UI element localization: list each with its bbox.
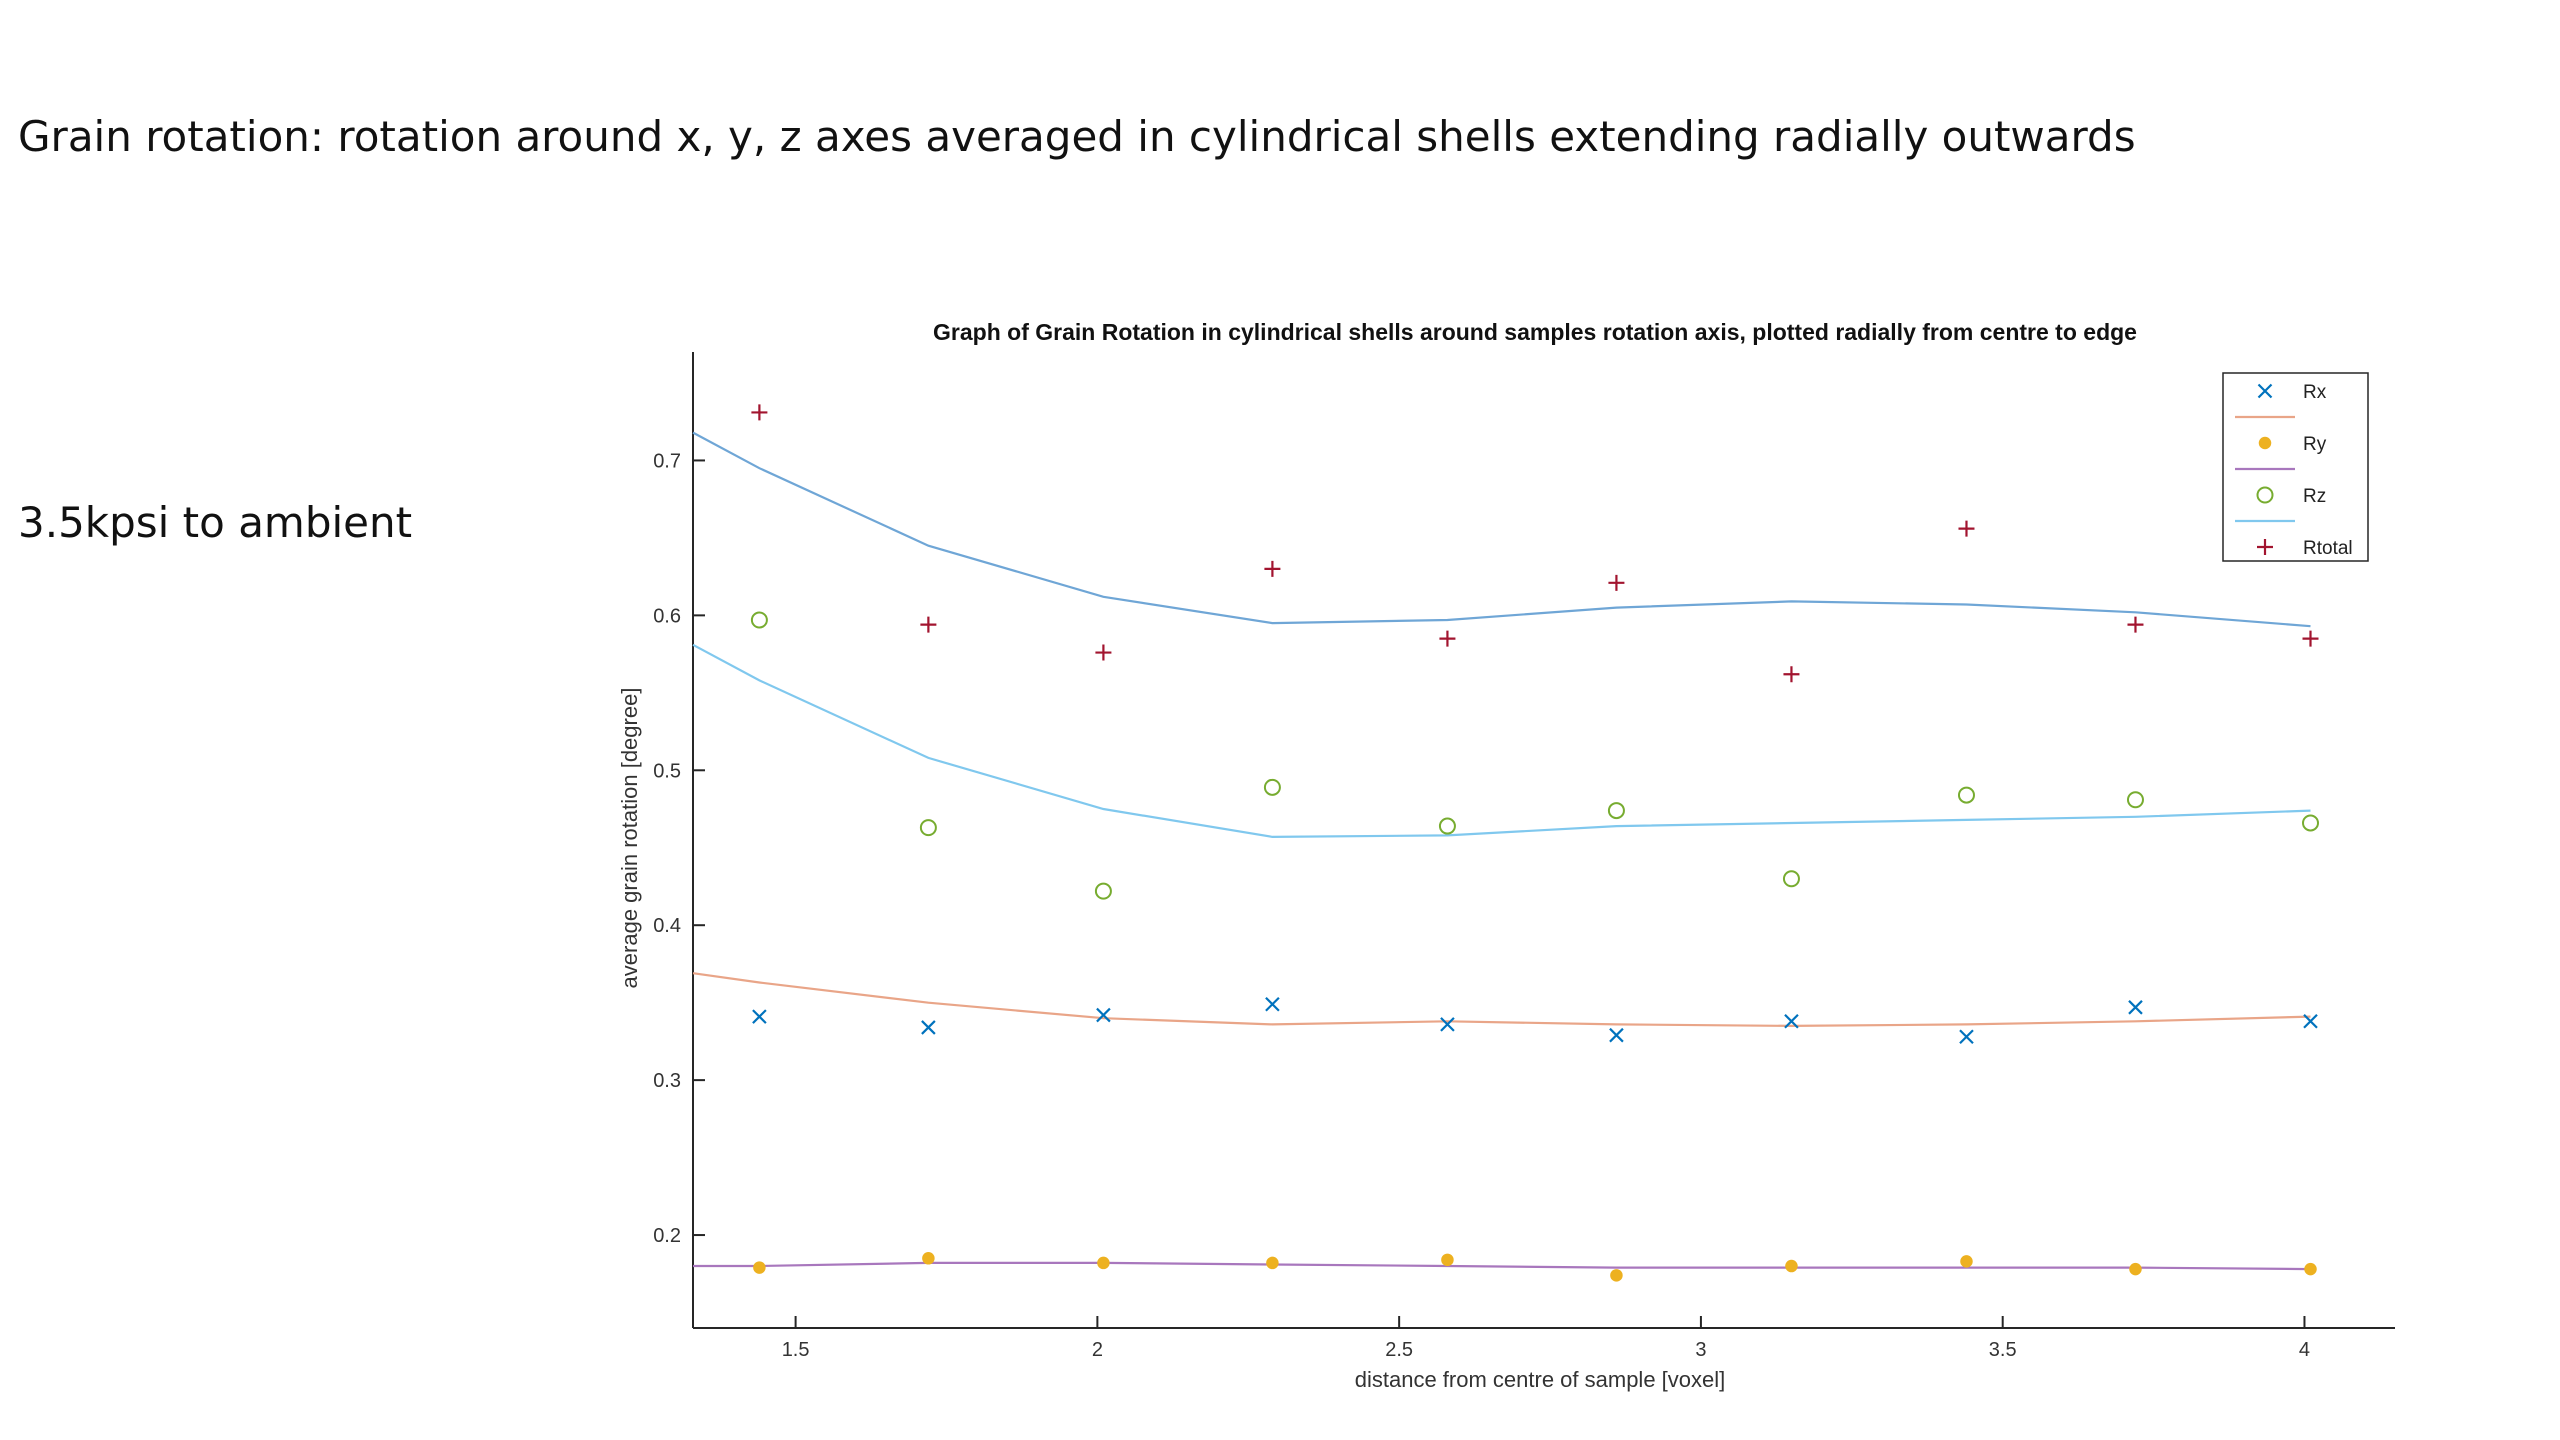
data-point-rz [1438, 817, 1456, 835]
data-point-rx [2303, 1013, 2318, 1029]
data-point-rx [1096, 1007, 1111, 1023]
fit-line-rtotal [692, 431, 2311, 628]
data-point-rz [1957, 786, 1975, 804]
y-tick-label: 0.2 [653, 1225, 681, 1247]
y-tick-label: 0.4 [653, 915, 681, 937]
data-point-rx [1784, 1013, 1799, 1029]
data-point-ry [922, 1252, 935, 1265]
data-point-rz [1094, 882, 1112, 900]
legend-marker-rtotal [2257, 539, 2273, 555]
data-point-ry [753, 1261, 766, 1274]
legend-marker-ry [2258, 436, 2272, 450]
data-point-rx [1265, 996, 1280, 1012]
x-tick-label: 3 [1695, 1339, 1706, 1361]
data-point-rtotal [1095, 644, 1112, 661]
data-point-ry [1441, 1253, 1454, 1267]
legend-marker-rz [2256, 486, 2274, 504]
x-tick-label: 4 [2299, 1339, 2310, 1361]
x-tick-label: 3.5 [1989, 1339, 2017, 1361]
x-tick-label: 2 [1092, 1339, 1103, 1361]
data-point-ry [2129, 1262, 2142, 1276]
chart-title: Graph of Grain Rotation in cylindrical s… [933, 319, 2137, 345]
fit-line-rx [692, 972, 2311, 1028]
y-tick-label: 0.3 [653, 1070, 681, 1092]
slide-title: Grain rotation: rotation around x, y, z … [18, 112, 2136, 161]
data-point-ry [1266, 1256, 1279, 1270]
data-point-rx [921, 1020, 936, 1035]
x-tick-label: 1.5 [782, 1339, 810, 1361]
data-point-rz [919, 819, 937, 837]
data-point-rtotal [1439, 630, 1456, 647]
data-point-rx [1609, 1027, 1624, 1043]
data-point-ry [1097, 1256, 1110, 1270]
legend-label-ry: Ry [2303, 434, 2327, 455]
y-tick-label: 0.6 [653, 605, 681, 627]
data-point-rtotal [920, 616, 937, 633]
fit-line-ry [693, 1261, 2311, 1271]
x-axis-label: distance from centre of sample [voxel] [1355, 1367, 1726, 1392]
data-point-rtotal [1783, 666, 1800, 683]
data-point-ry [2304, 1262, 2317, 1276]
legend-label-rtotal: Rtotal [2303, 538, 2353, 559]
data-point-rx [1959, 1029, 1974, 1045]
data-point-rz [750, 611, 768, 629]
data-point-rz [1263, 778, 1281, 796]
x-tick-label: 2.5 [1385, 1339, 1413, 1361]
slide-subtitle: 3.5kpsi to ambient [18, 498, 413, 547]
legend-marker-rx [2257, 383, 2273, 399]
data-point-rtotal [2127, 616, 2144, 633]
data-point-ry [1610, 1269, 1623, 1282]
data-point-ry [1960, 1255, 1973, 1268]
y-tick-label: 0.5 [653, 760, 681, 782]
legend-label-rx: Rx [2303, 382, 2327, 403]
data-point-rtotal [751, 404, 768, 421]
data-point-ry [1785, 1259, 1798, 1273]
data-point-rx [1440, 1017, 1455, 1032]
y-tick-label: 0.7 [653, 450, 681, 472]
y-axis-label: average grain rotation [degree] [617, 688, 642, 989]
data-point-rz [2302, 814, 2320, 832]
data-point-rtotal [2302, 630, 2319, 647]
data-point-rtotal [1608, 574, 1625, 591]
legend-box [2222, 372, 2369, 562]
data-point-rz [2126, 791, 2144, 809]
data-point-rz [1782, 870, 1800, 888]
data-point-rx [2128, 1000, 2143, 1015]
data-point-rx [752, 1009, 767, 1024]
legend-label-rz: Rz [2303, 486, 2326, 507]
data-point-rtotal [1958, 520, 1975, 537]
data-point-rz [1607, 802, 1625, 820]
data-point-rtotal [1264, 560, 1281, 577]
fit-line-rz [692, 643, 2311, 839]
